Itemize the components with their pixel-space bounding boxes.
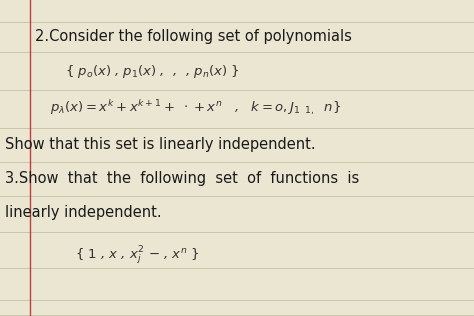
Text: $\{$ $1$ , $x$ , $x^2_{\mathit{j}}$ $-$ , $x^n$ $\}$: $\{$ $1$ , $x$ , $x^2_{\mathit{j}}$ $-$ …	[75, 245, 200, 267]
Text: 2.Consider the following set of polynomials: 2.Consider the following set of polynomi…	[35, 29, 352, 45]
Text: 3.Show  that  the  following  set  of  functions  is: 3.Show that the following set of functio…	[5, 171, 359, 185]
Text: Show that this set is linearly independent.: Show that this set is linearly independe…	[5, 137, 316, 151]
Text: $p_{\lambda}(x) = x^k + x^{k+1} +\ \cdot + x^n$   ,   $k = o, J_1\ _{1,}\ \ n\}$: $p_{\lambda}(x) = x^k + x^{k+1} +\ \cdot…	[50, 99, 341, 118]
Text: $\{$ $p_{\mathit{o}}(x)$ , $p_{\mathit{1}}(x)$ ,  ,  , $p_{\mathit{n}}(x)$ $\}$: $\{$ $p_{\mathit{o}}(x)$ , $p_{\mathit{1…	[65, 64, 239, 81]
Text: linearly independent.: linearly independent.	[5, 205, 162, 221]
